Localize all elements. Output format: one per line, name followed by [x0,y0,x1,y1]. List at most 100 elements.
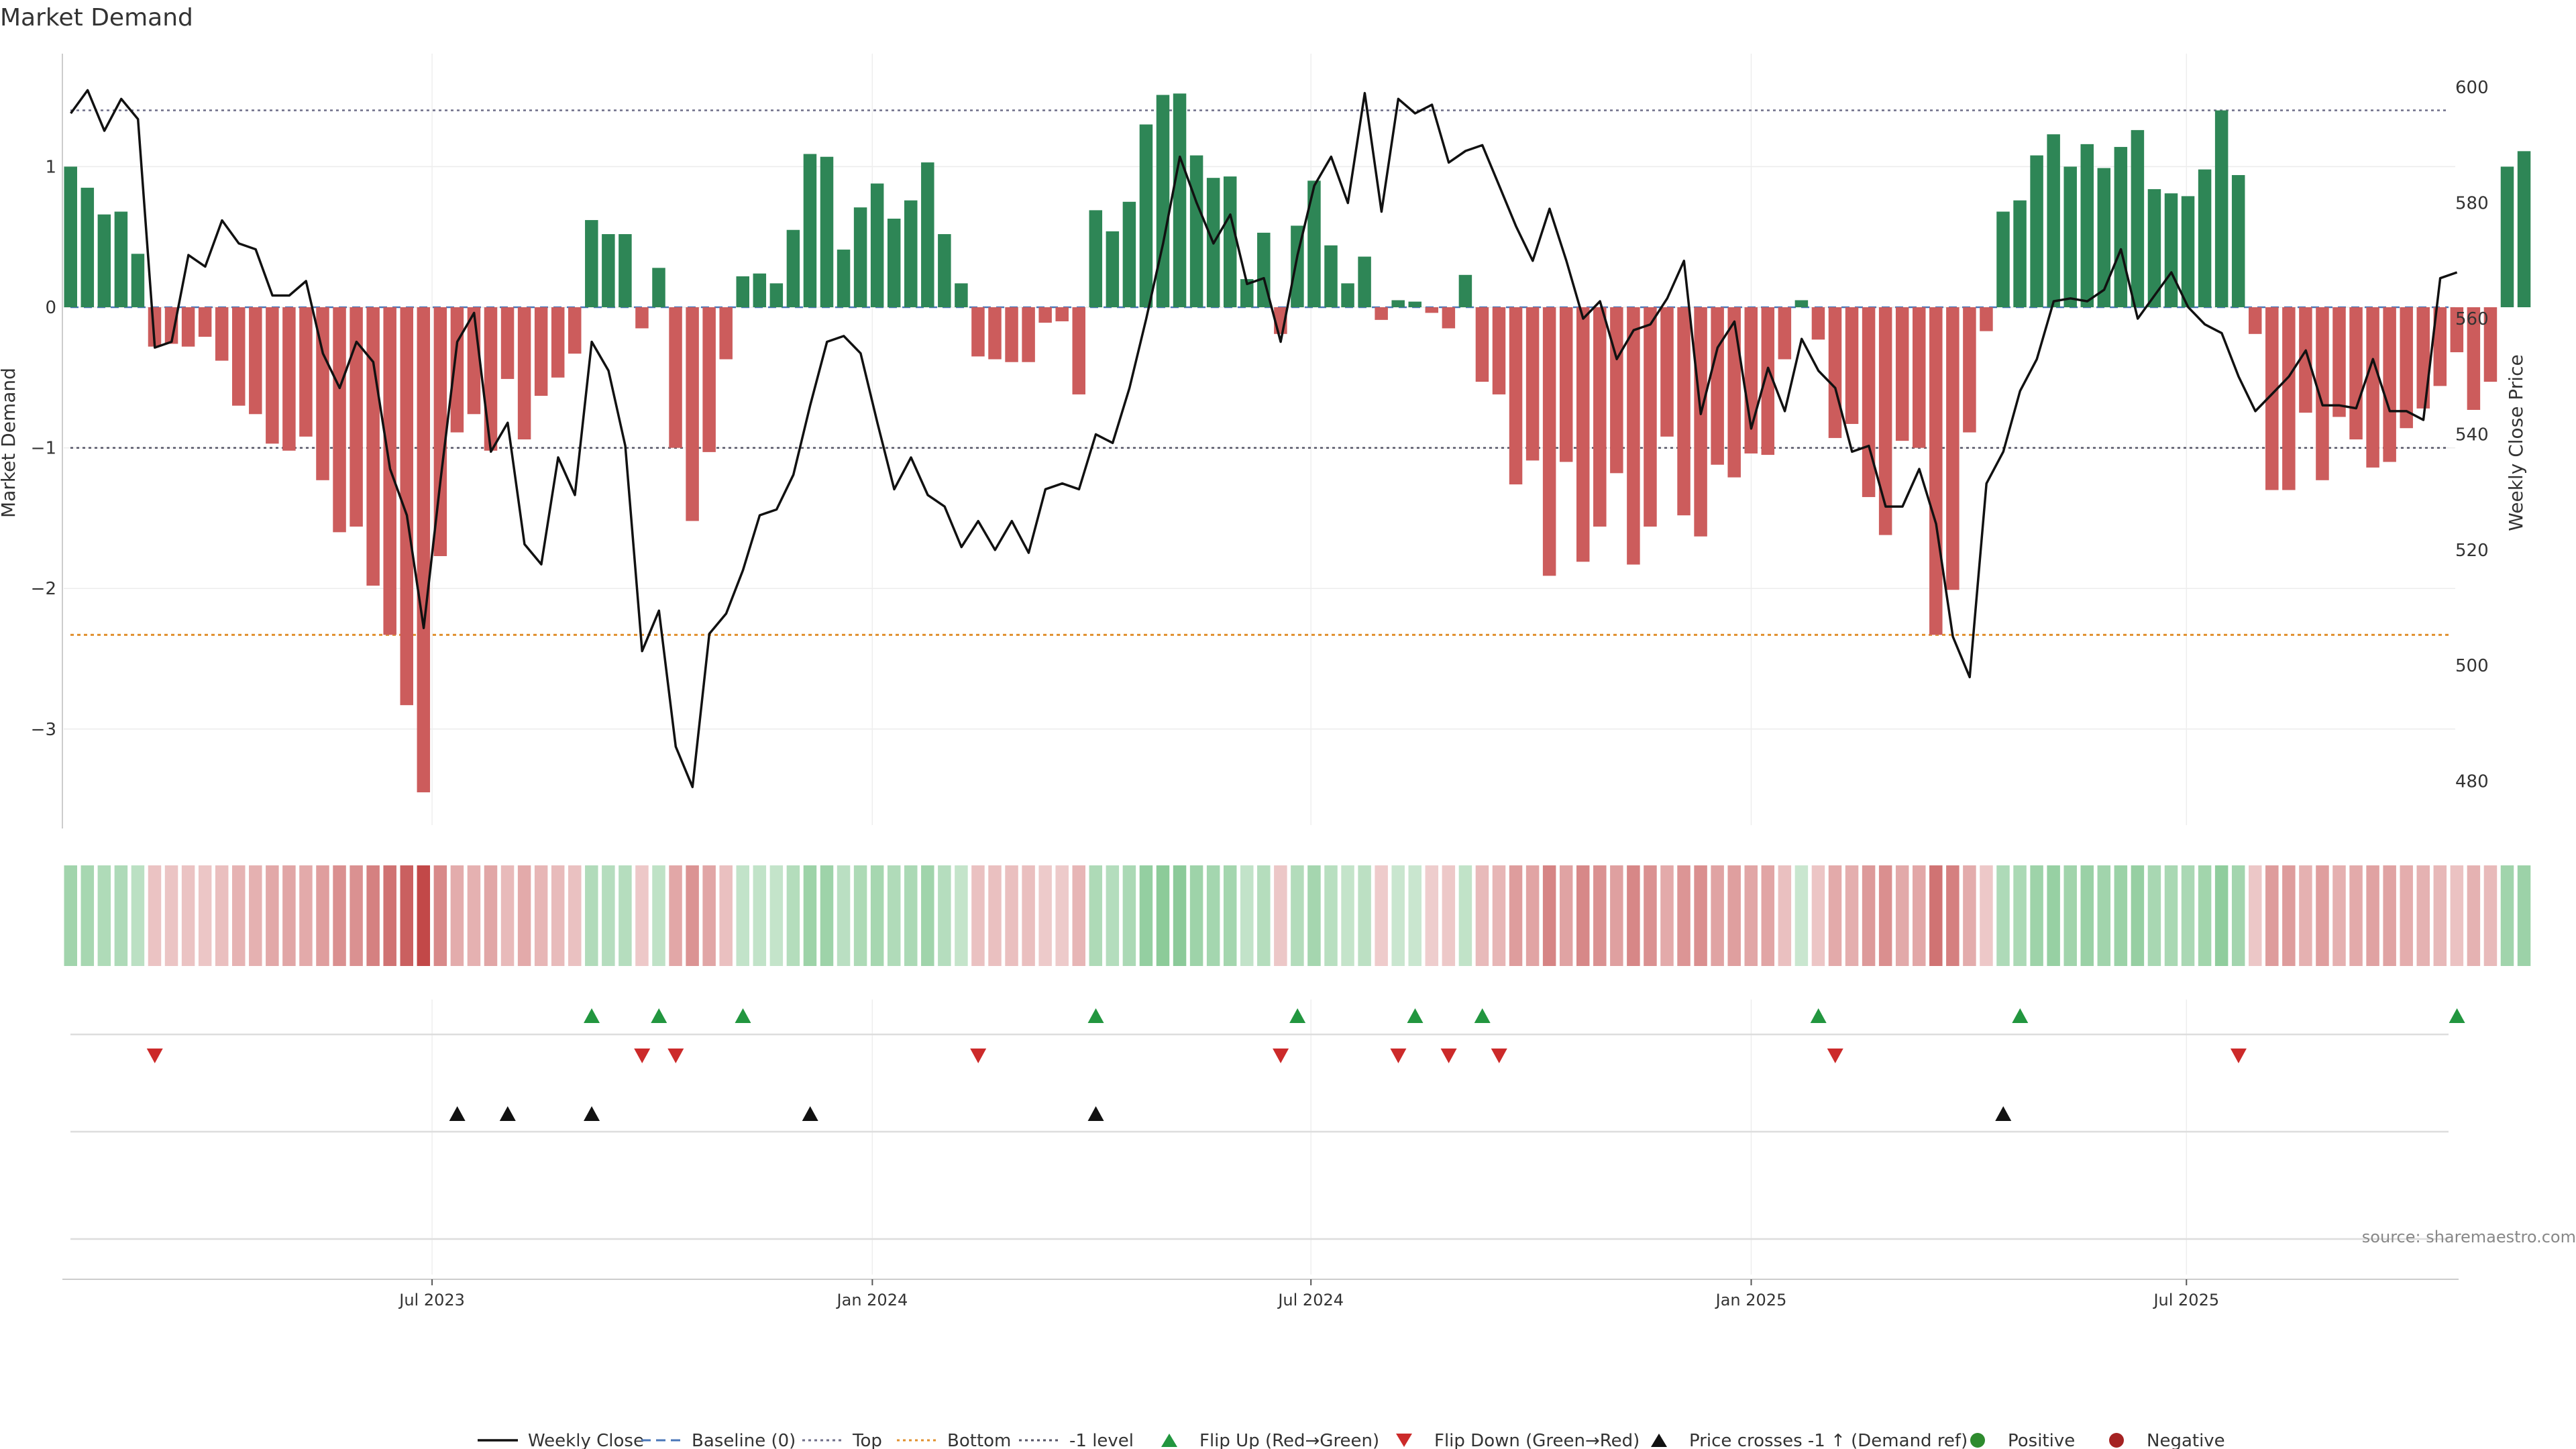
heatmap-cell [870,865,884,966]
flip-up-marker [2012,1008,2029,1023]
demand-bar [2316,307,2329,480]
heatmap-cell [316,865,329,966]
legend-item-bottom: Bottom [897,1431,1011,1449]
demand-bar [64,166,77,307]
heatmap-cell [2147,865,2161,966]
demand-bar [1929,307,1943,635]
price-cross-marker [584,1106,600,1121]
flip-up-marker [1289,1008,1306,1023]
demand-bar [1341,283,1354,307]
heatmap-cell [736,865,749,966]
demand-bar [1677,307,1690,516]
heatmap-cell [2047,865,2060,966]
heatmap-cell [266,865,279,966]
demand-bars [64,93,2531,793]
heatmap-cell [417,865,431,966]
heatmap-cell [1139,865,1153,966]
flip-down-marker [1827,1049,1843,1063]
demand-bar [1878,307,1892,535]
heatmap-cell [1963,865,1976,966]
heatmap-cell [1458,865,1472,966]
demand-bar [769,283,784,307]
demand-bar [2483,307,2498,382]
flip-down-marker [1390,1049,1407,1063]
demand-bar [1173,93,1187,307]
heatmap-cell [1291,865,1304,966]
source-label: source: sharemaestro.com [2362,1228,2576,1246]
demand-bar [164,307,178,344]
demand-bar [753,273,767,307]
demand-bar [2299,307,2312,413]
heatmap-cell [1492,865,1506,966]
demand-bar [1996,211,2010,307]
demand-bar [282,307,296,451]
positive-swatch-icon [1970,1433,1985,1448]
heatmap-cell [2500,865,2514,966]
heatmap-cell [551,865,565,966]
heatmap-cell [820,865,834,966]
heatmap-cell [450,865,464,966]
right-axis: 600 580 560 540 520 500 480 [2455,78,2489,792]
legend-item-flip-up: Flip Up (Red→Green) [1161,1431,1379,1449]
demand-bar [870,183,884,307]
heatmap-cell [1525,865,1540,966]
flip-up-marker [2449,1008,2465,1023]
heatmap-cell [2299,865,2312,966]
demand-bar [2416,307,2430,409]
heatmap-cell [1559,865,1573,966]
heatmap-cell [1627,865,1640,966]
x-tick-label: Jul 2024 [1277,1291,1344,1309]
demand-bar [1139,124,1153,307]
heatmap-cell [2198,865,2212,966]
demand-bar [1980,307,1993,331]
heatmap-cell [1644,865,1657,966]
heatmap-cell [1895,865,1909,966]
legend-item-positive: Positive [1970,1431,2075,1449]
legend-item-baseline: Baseline (0) [641,1431,796,1449]
legend-label: Positive [2008,1431,2075,1449]
heatmap-cell [2013,865,2027,966]
left-tick-label: −3 [31,720,56,740]
demand-bar [97,214,111,307]
demand-bar [1072,307,1085,394]
demand-bar [2467,307,2481,411]
demand-bar [1913,307,1926,448]
heatmap-cell [1946,865,1960,966]
heatmap-cell [1307,865,1321,966]
demand-bar [1240,279,1254,307]
heatmap-cell [652,865,665,966]
heatmap-cell [955,865,968,966]
flip-up-marker [651,1008,667,1023]
right-tick-label: 480 [2455,772,2489,792]
heatmap-cell [1509,865,1523,966]
heatmap-cell [131,865,145,966]
demand-bar [1963,307,1976,433]
demand-bar [2265,307,2279,490]
demand-bar [921,162,934,307]
x-tick-label: Jan 2024 [836,1291,908,1309]
demand-bar [1761,307,1775,455]
demand-bar [2164,193,2178,307]
heatmap-cell [2131,865,2145,966]
heatmap-cell [114,865,128,966]
demand-bar [1475,307,1489,382]
demand-bar [1391,300,1405,307]
demand-bar [2332,307,2346,417]
event-markers [62,1008,2465,1280]
legend-label: Negative [2147,1431,2225,1449]
heatmap-cell [2097,865,2111,966]
flip-up-marker [1810,1008,1827,1023]
heatmap-cell [1442,865,1456,966]
legend-label: Bottom [947,1431,1011,1449]
demand-bar [904,200,918,307]
heatmap-cell [1711,865,1724,966]
demand-bar [1794,300,1809,307]
heatmap-cell [1744,865,1758,966]
demand-bar [820,156,834,307]
flip-down-marker [970,1049,987,1063]
heatmap-cell [484,865,498,966]
demand-bar [702,307,716,452]
heatmap-cell [383,865,396,966]
demand-bar [2282,307,2296,490]
heatmap-cell [181,865,195,966]
